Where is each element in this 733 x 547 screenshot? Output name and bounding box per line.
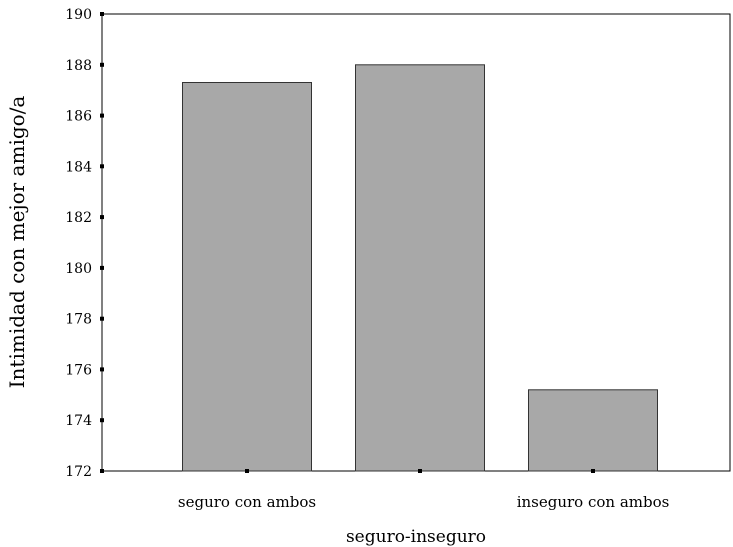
x-tick-2 — [418, 469, 422, 473]
y-tick-label-180: 180 — [65, 261, 92, 277]
y-tick-174 — [100, 418, 104, 423]
y-tick-label-174: 174 — [65, 413, 92, 429]
y-tick-182 — [100, 215, 104, 220]
y-tick-180 — [100, 265, 104, 270]
x-axis-title: seguro-inseguro — [346, 527, 486, 547]
y-tick-186 — [100, 113, 104, 118]
x-axis-ticks — [245, 469, 595, 473]
y-tick-label-184: 184 — [65, 159, 92, 175]
y-tick-label-186: 186 — [65, 109, 92, 125]
y-axis-ticks: 172 174 176 178 180 182 184 186 188 190 — [65, 7, 104, 480]
y-tick-label-176: 176 — [65, 362, 92, 378]
bar-1 — [182, 82, 312, 472]
category-label-1: seguro con ambos — [178, 493, 316, 511]
y-tick-176 — [100, 367, 104, 372]
y-tick-label-178: 178 — [65, 312, 92, 328]
category-label-3: inseguro con ambos — [517, 493, 670, 511]
y-tick-label-172: 172 — [65, 464, 92, 480]
y-tick-label-188: 188 — [65, 58, 92, 74]
y-tick-178 — [100, 316, 104, 321]
bars — [182, 64, 658, 472]
y-axis-title: Intimidad con mejor amigo/a — [5, 96, 29, 389]
y-tick-188 — [100, 62, 104, 67]
y-tick-190 — [100, 12, 104, 16]
y-tick-label-182: 182 — [65, 210, 92, 226]
y-tick-184 — [100, 164, 104, 169]
bar-3 — [528, 389, 658, 472]
y-tick-172 — [100, 469, 104, 473]
y-tick-label-190: 190 — [65, 7, 92, 23]
x-tick-1 — [245, 469, 249, 473]
x-tick-3 — [591, 469, 595, 473]
category-labels: seguro con ambos inseguro con ambos — [178, 493, 669, 511]
bar-2 — [355, 64, 485, 472]
